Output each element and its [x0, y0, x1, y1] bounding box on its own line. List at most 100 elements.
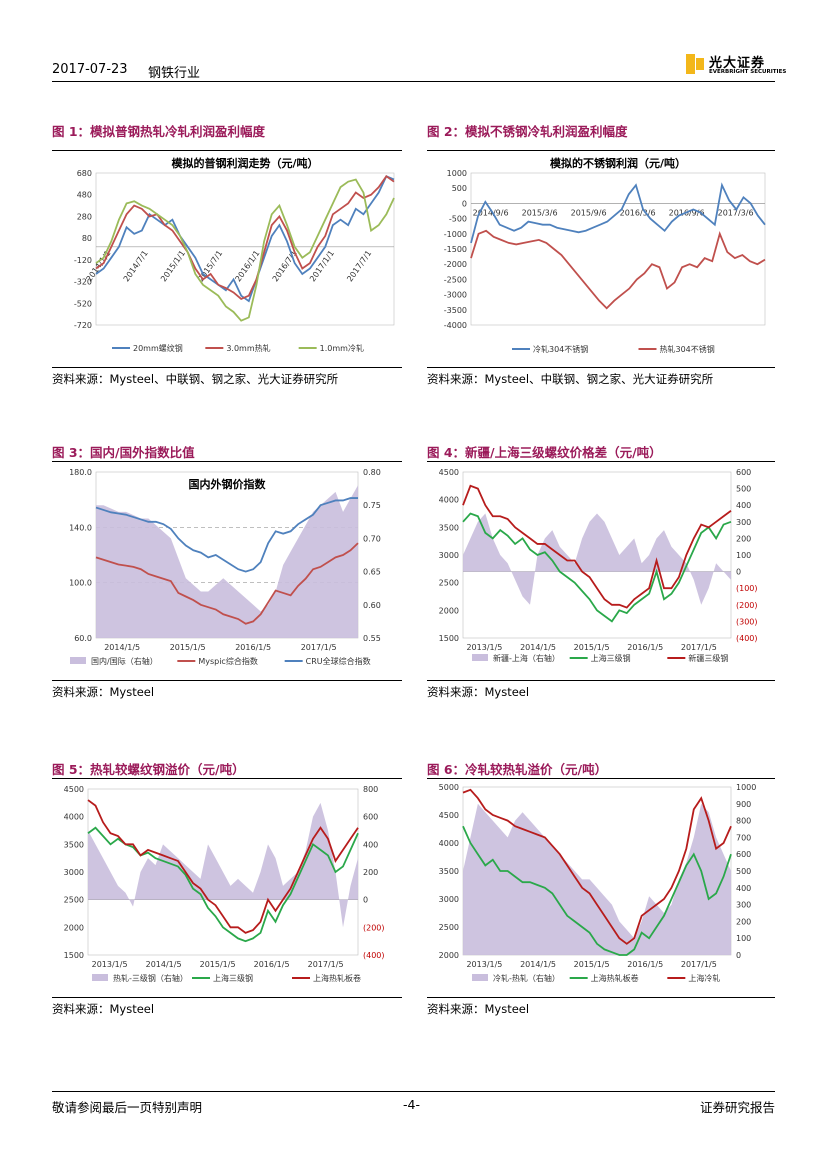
line-mark — [95, 497, 358, 573]
series-series-0 — [463, 513, 731, 605]
x-tick-label: 2014/1/5 — [520, 960, 556, 969]
y-tick-label: 4500 — [64, 785, 84, 794]
series-series-2 — [87, 799, 359, 934]
legend-swatch — [472, 654, 488, 661]
industry-label: 钢铁行业 — [148, 66, 201, 81]
y-tick-label: -3500 — [444, 306, 467, 315]
fig3-top-rule — [52, 461, 402, 462]
y-tick-label: 5000 — [439, 783, 459, 792]
y-tick-label: 4000 — [439, 839, 459, 848]
line-mark — [95, 178, 395, 322]
y-tick-label: -320 — [74, 278, 92, 287]
plot-area — [95, 172, 395, 326]
legend-swatch — [92, 974, 108, 981]
y-tick-label: 4000 — [64, 813, 84, 822]
figure-1-source: 资料来源：Mysteel、中联钢、钢之家、光大证券研究所 — [52, 372, 339, 386]
chart-title: 国内外钢价指数 — [189, 477, 267, 491]
legend-label: 上海冷轧 — [688, 973, 720, 983]
x-tick-label: 2014/1/5 — [146, 960, 182, 969]
legend-label: 冷轧304不锈钢 — [533, 344, 588, 354]
x-tick-label: 2017/1/5 — [301, 643, 337, 652]
y-tick-label: 3500 — [439, 523, 459, 532]
y-tick-label: 1500 — [64, 951, 84, 960]
line-mark — [470, 229, 766, 310]
y-tick-label: 3500 — [439, 867, 459, 876]
line-mark — [462, 512, 732, 623]
y-tick-label: 1500 — [439, 634, 459, 643]
chart-svg: 180.0 140.0 100.0 60.0 0.80 0.75 0.70 0.65 0.60 0… — [69, 468, 381, 666]
y-tick-label: 2000 — [439, 951, 459, 960]
x-tick-label: 2016/1/5 — [627, 643, 663, 652]
y-tick-label: 2500 — [64, 896, 84, 905]
chart-svg: 1000 500 0 -500 -1000 -1500 -2000 -2500 -3000 -35… — [444, 156, 766, 354]
area-mark — [96, 485, 358, 638]
line-mark — [87, 799, 359, 934]
y2-tick-label: 300 — [736, 518, 751, 527]
x-tick-label: 2014/1/5 — [104, 643, 140, 652]
x-tick-label: 2015/1/5 — [170, 643, 206, 652]
fig5-bottom-rule — [52, 997, 402, 998]
y-tick-label: 80 — [82, 234, 92, 243]
fig1-bottom-rule — [52, 367, 402, 368]
y2-tick-label: 500 — [736, 485, 751, 494]
y2-tick-label: 800 — [363, 785, 378, 794]
x-tick-label: 2015/1/5 — [574, 960, 610, 969]
y2-tick-label: (300) — [736, 617, 758, 626]
chart-xinjiang-shanghai-spread: 4500 4000 3500 3000 2500 2000 1500 600 500 400 300… — [427, 464, 775, 678]
figure-6-title: 图 6：冷轧较热轧溢价（元/吨） — [427, 762, 608, 777]
x-tick-label: 2014/9/6 — [473, 208, 509, 217]
x-tick-label: 2017/1/5 — [681, 960, 717, 969]
legend-label: 上海热轧板卷 — [313, 973, 361, 983]
y-tick-label: -1000 — [444, 230, 467, 239]
series-myspic-1 — [95, 542, 359, 625]
legend-label: 上海三级钢 — [213, 973, 253, 983]
series-series-2 — [462, 484, 732, 609]
y2-tick-label: 500 — [736, 867, 751, 876]
x-tick-label: 2015/3/6 — [522, 208, 558, 217]
series-1-0mm-2 — [95, 178, 395, 322]
figure-3-source: 资料来源：Mysteel — [52, 685, 155, 699]
y-tick-label: 680 — [77, 169, 92, 178]
y-tick-label: 3000 — [64, 868, 84, 877]
report-date: 2017-07-23 — [52, 62, 128, 77]
figure-4-title: 图 4：新疆/上海三级螺纹价格差（元/吨） — [427, 445, 662, 460]
fig6-top-rule — [427, 778, 775, 779]
y-tick-label: 3500 — [64, 840, 84, 849]
x-tick-label: 2014/1/5 — [520, 643, 556, 652]
line-mark — [462, 788, 732, 945]
x-tick-label: 2016/1/5 — [627, 960, 663, 969]
legend-label: 20mm螺纹钢 — [133, 343, 183, 353]
fig1-top-rule — [52, 150, 402, 151]
y-tick-label: 2500 — [439, 923, 459, 932]
series-series-1 — [462, 825, 732, 956]
area-mark — [88, 802, 358, 928]
legend-label: 1.0mm冷轧 — [320, 343, 364, 353]
figure-5-source: 资料来源：Mysteel — [52, 1002, 155, 1016]
x-tick-label: 2017/1/5 — [681, 643, 717, 652]
y-tick-label: -2000 — [444, 260, 467, 269]
y2-tick-label: 0.70 — [363, 534, 381, 543]
legend-swatch — [70, 657, 86, 664]
y2-tick-label: 0 — [736, 568, 741, 577]
y2-tick-label: 300 — [736, 901, 751, 910]
y2-tick-label: 800 — [736, 817, 751, 826]
y2-tick-label: 0.55 — [363, 634, 381, 643]
series-series-1 — [87, 826, 359, 943]
chart-svg: 4500400035003000250020001500600500400300… — [439, 468, 758, 663]
legend-label: CRU全球综合指数 — [306, 656, 371, 666]
series-304-0 — [470, 182, 766, 244]
x-tick-label: 2013/1/5 — [92, 960, 128, 969]
y2-tick-label: 200 — [736, 534, 751, 543]
y2-tick-label: 0.80 — [363, 468, 381, 477]
y-tick-label: -3000 — [444, 291, 467, 300]
line-mark — [87, 826, 359, 943]
y-tick-label: 2000 — [64, 923, 84, 932]
series-series-0 — [96, 485, 358, 638]
y2-tick-label: (400) — [363, 951, 385, 960]
company-logo: 光大证券 EVERBRIGHT SECURITIES — [684, 52, 786, 78]
x-tick-label: 2016/1/5 — [235, 643, 271, 652]
y2-tick-label: 0.60 — [363, 601, 381, 610]
x-tick-label: 2013/1/5 — [466, 643, 502, 652]
y-tick-label: 3000 — [439, 895, 459, 904]
y-tick-label: -120 — [74, 256, 92, 265]
